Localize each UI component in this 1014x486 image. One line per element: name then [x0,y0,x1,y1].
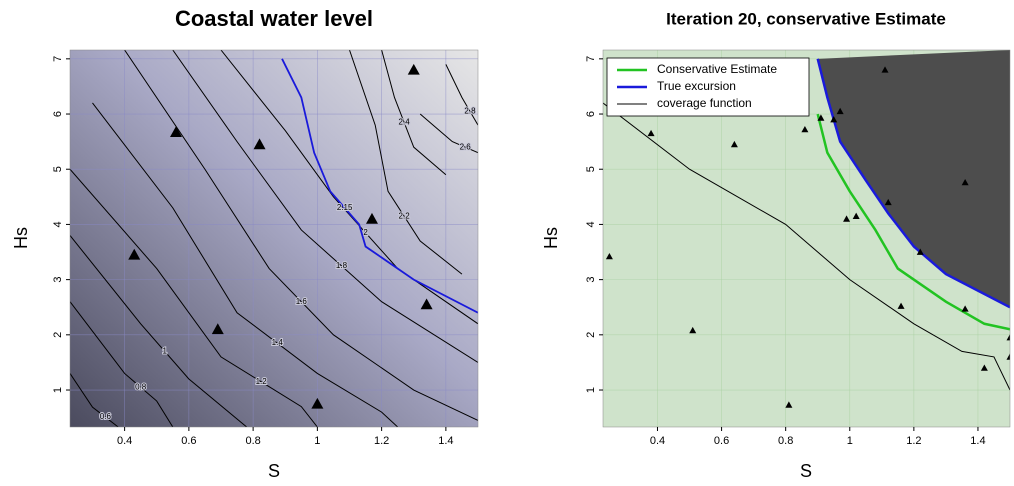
point [961,178,969,186]
point [420,298,433,310]
heatmap-background [70,50,478,427]
point [817,114,825,121]
point [881,66,889,73]
y-tick-label: 7 [52,56,64,62]
x-tick-label: 0.4 [117,435,132,447]
y-tick-label: 3 [52,277,64,283]
point [980,364,988,371]
contour-label: 1.4 [272,338,284,347]
y-tick-label: 6 [52,111,64,117]
x-tick-label: 0.8 [778,435,793,447]
contour-label: 1 [163,346,168,355]
contour-line [445,64,478,126]
point [730,140,738,148]
x-tick-label: 1.2 [906,435,921,447]
point [1006,334,1010,341]
x-tick-label: 1 [314,435,320,447]
contour-label: 2 [363,228,368,237]
y-axis-title: Hs [541,227,561,249]
contour-line [281,58,478,314]
contour-label: 2.15 [337,203,353,212]
plot-area: 0.6 0.8 1 1.2 1.4 1.6 1.8 2 2.15 2.2 2.4 2.6 2.8 [70,50,478,427]
y-tick-label: 5 [585,166,597,172]
series-line [603,102,1010,391]
point [916,248,924,255]
y-tick-label: 2 [52,332,64,338]
plot-frame [69,49,479,428]
contour-line [419,113,478,154]
y-tick-label: 2 [585,332,597,338]
chart-title: Coastal water level [175,6,373,31]
point [801,125,809,133]
point [961,305,969,312]
point [211,323,224,335]
contour-line [70,168,318,427]
x-tick-label: 0.6 [181,435,196,447]
plot-frame [602,49,1011,428]
x-axis-title: S [268,461,280,481]
x-tick-label: 1.2 [374,435,389,447]
contour-line [349,50,463,275]
x-tick-label: 0.4 [650,435,665,447]
y-tick-label: 4 [52,221,64,227]
excursion-region [817,50,1010,308]
point [852,212,860,219]
point [897,302,905,309]
contour-label: 1.6 [296,297,308,306]
x-tick-label: 1.4 [438,435,453,447]
contour-line [172,50,478,363]
point [253,138,266,150]
contour-line [381,50,447,176]
point [830,116,838,123]
y-tick-label: 5 [52,166,64,172]
x-tick-label: 0.6 [714,435,729,447]
contour-label: 2.6 [460,142,472,151]
point [365,212,378,224]
series-line [816,58,1010,309]
x-tick-label: 1 [847,435,853,447]
y-tick-label: 1 [585,387,597,393]
point [785,401,793,408]
point [311,397,324,409]
point [843,215,851,222]
point [170,126,183,138]
point [884,198,892,206]
point [605,252,613,260]
contour-line [220,50,478,325]
contour-line [70,301,174,427]
point [407,63,420,75]
legend-label: True excursion [657,79,736,93]
point [1006,353,1010,360]
x-tick-label: 0.8 [245,435,260,447]
legend-label: Conservative Estimate [657,62,777,76]
chart-title: Iteration 20, conservative Estimate [666,9,946,28]
point [689,326,697,334]
contour-label: 2.4 [399,117,411,126]
contour-line [124,50,478,421]
point [128,248,141,260]
y-tick-label: 6 [585,111,597,117]
contour-label: 2.8 [464,106,476,115]
point [647,129,655,137]
contour-label: 0.6 [100,412,112,421]
y-axis-title: Hs [11,227,31,249]
legend-label: coverage function [657,96,752,110]
contour-line [70,373,119,427]
y-tick-label: 7 [585,56,597,62]
contour-label: 1.8 [336,261,348,270]
y-tick-label: 3 [585,277,597,283]
y-tick-label: 1 [52,387,64,393]
contour-line [92,102,399,427]
contour-label: 2.2 [399,211,411,220]
y-tick-label: 4 [585,221,597,227]
series-line [816,113,1010,331]
x-axis-title: S [800,461,812,481]
point [836,107,844,115]
contour-label: 0.8 [135,382,147,391]
x-tick-label: 1.4 [970,435,985,447]
contour-line [70,235,248,427]
contour-label: 1.2 [256,377,268,386]
